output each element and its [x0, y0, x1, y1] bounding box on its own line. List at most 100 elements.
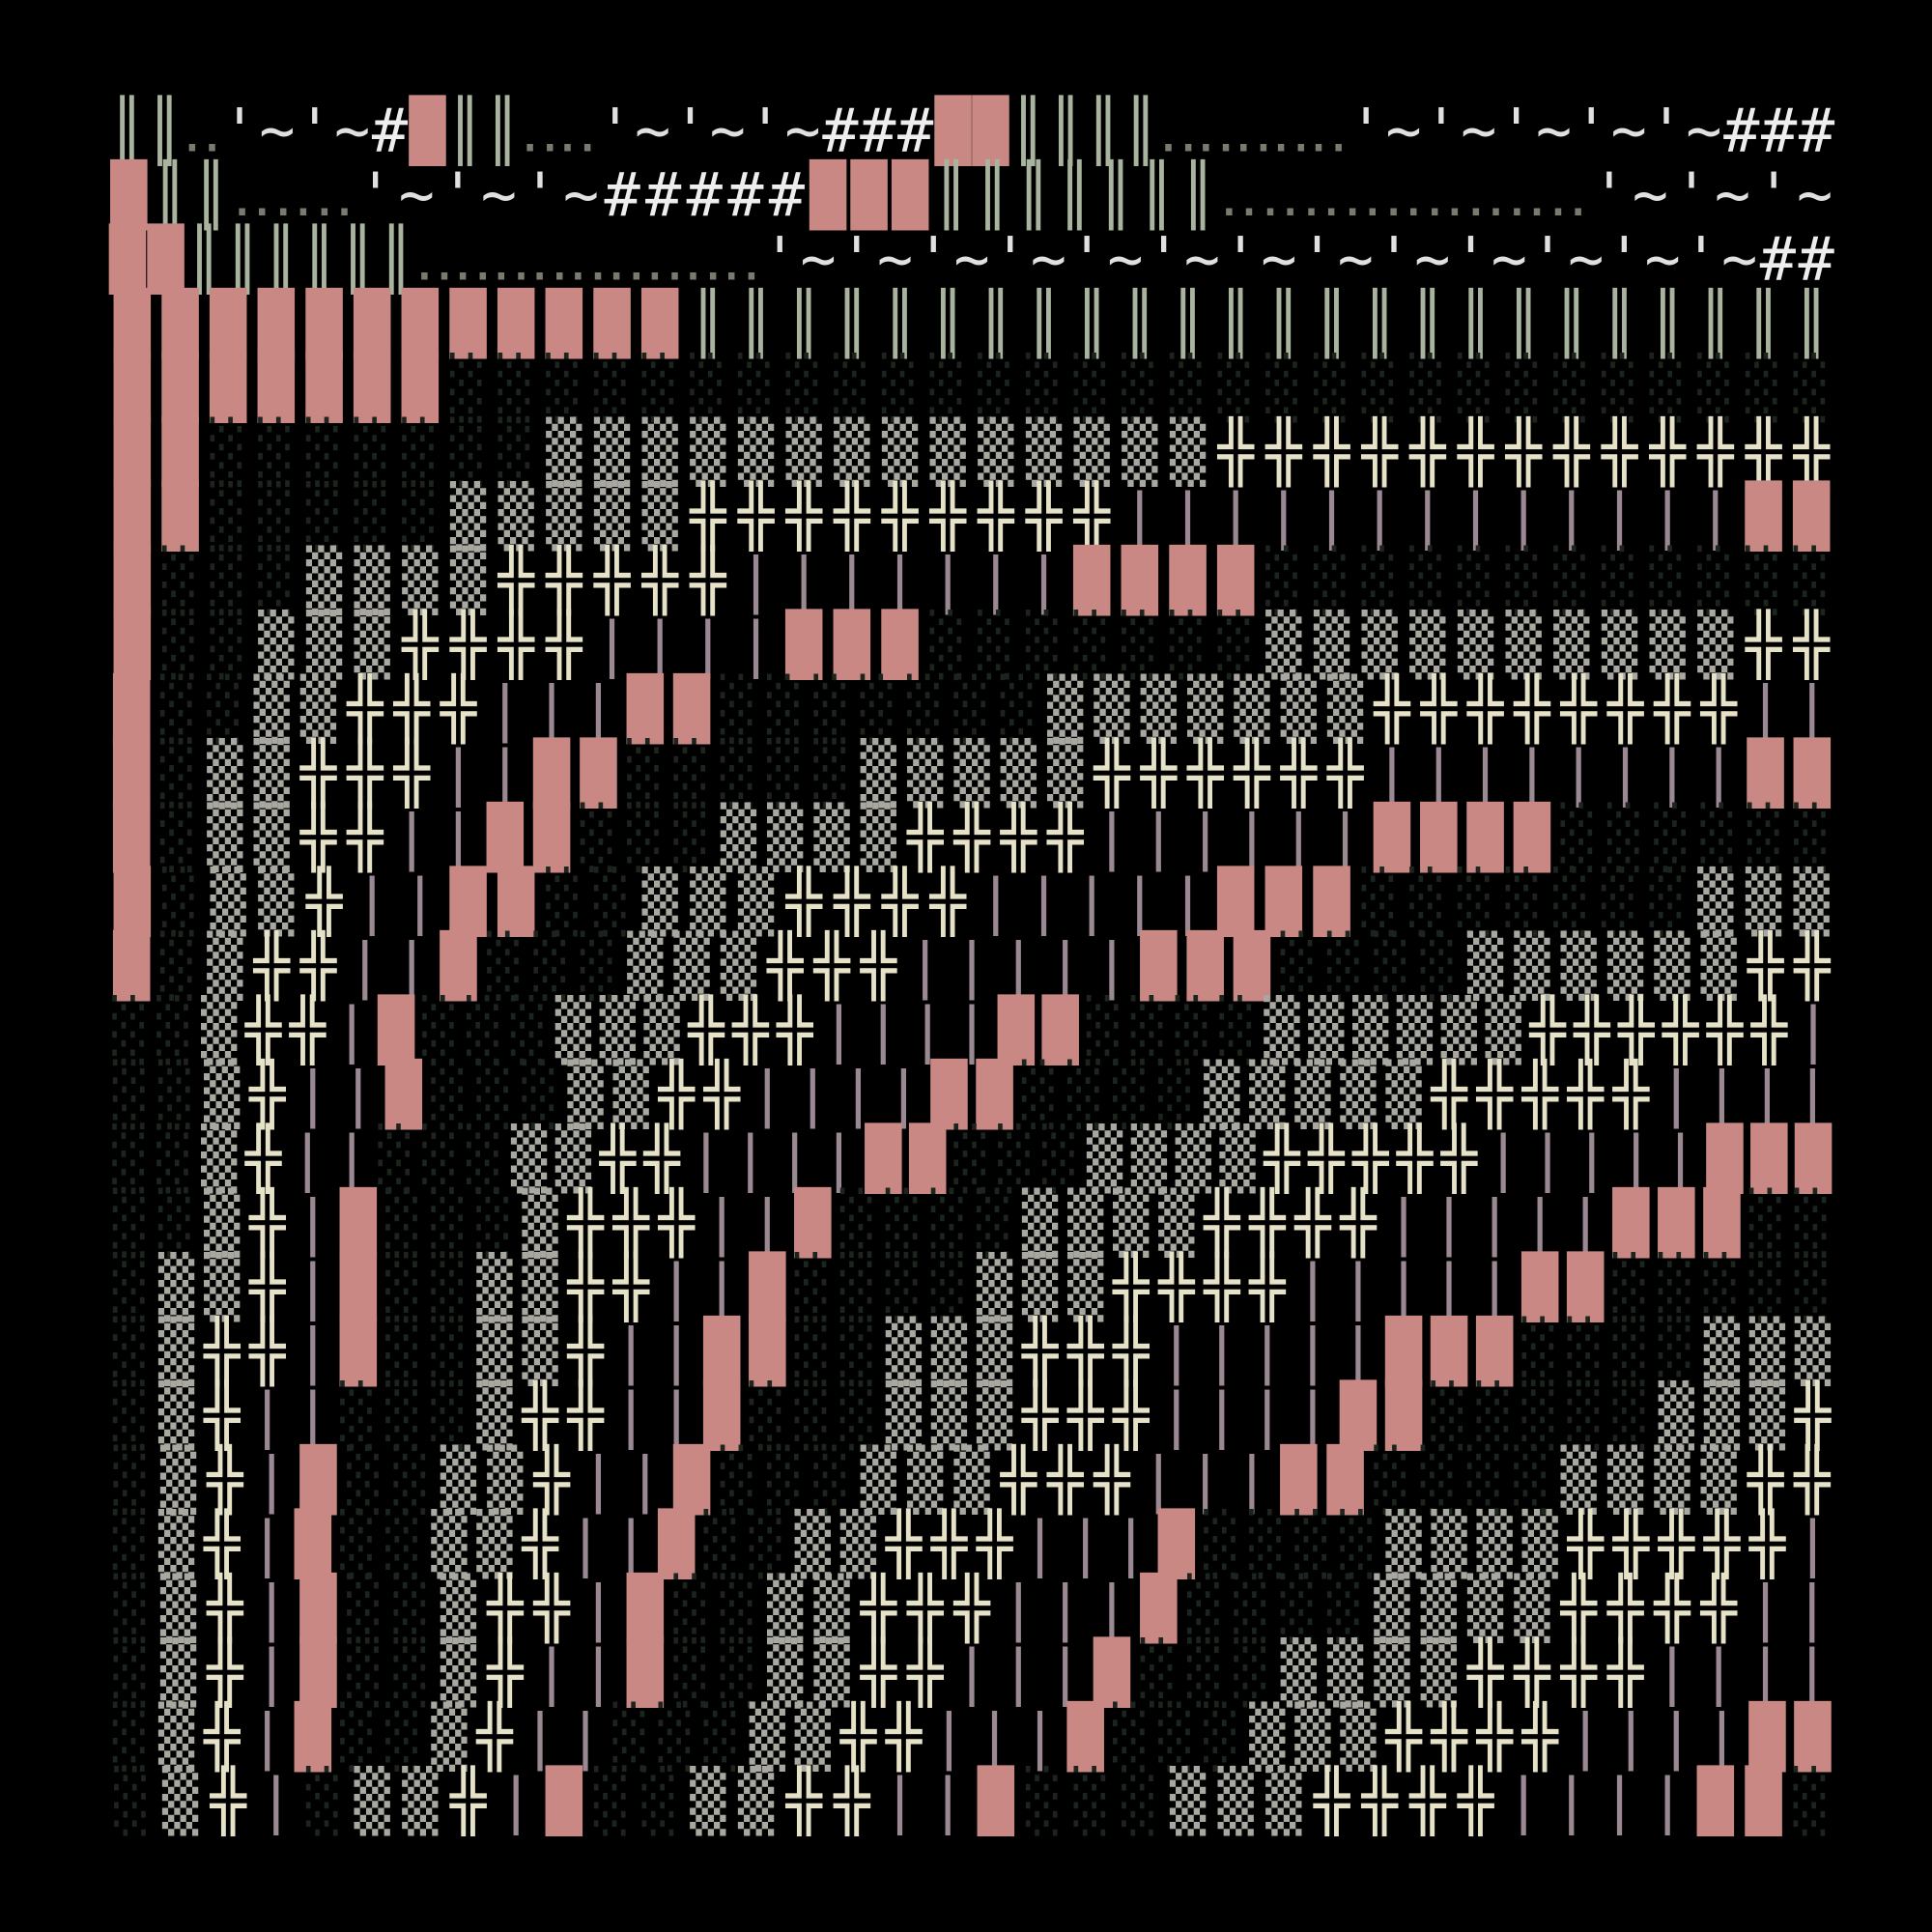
glyph: █	[339, 1186, 377, 1259]
glyph: ░	[160, 802, 196, 872]
glyph: ▒	[642, 866, 679, 936]
glyph: |	[1001, 930, 1037, 1002]
glyph: ░	[211, 416, 246, 487]
glyph: ‥	[557, 95, 597, 165]
glyph: ║	[1179, 158, 1215, 231]
glyph: ╬	[566, 1250, 604, 1322]
glyph: ╬	[566, 1186, 604, 1259]
glyph: ░	[160, 930, 196, 1001]
glyph: ░	[1294, 1508, 1330, 1578]
glyph: ▒	[158, 1251, 195, 1321]
glyph: ░	[1087, 994, 1122, 1065]
glyph: ╬	[833, 479, 870, 552]
glyph: █	[1041, 993, 1079, 1065]
glyph: ║	[975, 158, 1010, 231]
glyph: ▒	[690, 866, 726, 936]
glyph: ░	[1650, 352, 1686, 422]
glyph: ║	[1553, 287, 1589, 359]
glyph: ▒	[1485, 994, 1521, 1065]
glyph: ‥	[1158, 95, 1198, 165]
glyph: █	[1748, 1700, 1786, 1773]
glyph: |	[1574, 1122, 1609, 1194]
glyph: |	[690, 609, 725, 680]
glyph: |	[1553, 1765, 1589, 1836]
glyph: ╬	[566, 1315, 604, 1387]
glyph: ░	[1122, 609, 1157, 679]
art-row: ░ ▒ ╬ | █ ░ ░ ▒ ╬ ╬ | █ ░ ░ ▒ ▒ ╬ ╬ ╬ | | | █ ░ ░ ░ ░ ▒ ▒ ▒ ▒ ╬ ╬ ╬ ╬ | |	[113, 1572, 1830, 1644]
glyph: ╬	[1520, 1700, 1558, 1773]
glyph: █	[794, 1186, 832, 1259]
glyph: ╬	[1112, 1250, 1150, 1322]
glyph: ░	[113, 1316, 149, 1386]
glyph: |	[1506, 1765, 1542, 1836]
glyph: '	[1069, 223, 1105, 294]
glyph: ░	[1158, 1059, 1194, 1129]
glyph: |	[249, 1508, 285, 1579]
glyph: |	[1374, 737, 1409, 809]
glyph: |	[1659, 1059, 1694, 1130]
glyph: ╬	[545, 608, 582, 680]
glyph: ╬	[1700, 1572, 1738, 1644]
glyph: ░	[953, 673, 989, 744]
glyph: ╬	[248, 1058, 286, 1130]
glyph: ░	[385, 1251, 421, 1321]
glyph: ║	[1026, 287, 1062, 359]
glyph: ▒	[1476, 1508, 1513, 1578]
glyph: ░	[158, 1187, 194, 1258]
glyph: |	[909, 994, 945, 1065]
glyph: ░	[1026, 352, 1062, 422]
glyph: ╬	[1513, 1635, 1550, 1708]
glyph: '	[916, 223, 952, 294]
glyph: #	[769, 159, 806, 230]
glyph: ▒	[1650, 609, 1687, 679]
glyph: ░	[340, 1508, 376, 1578]
glyph: ░	[1204, 1508, 1239, 1578]
glyph: |	[750, 1187, 785, 1259]
glyph: '	[1683, 223, 1719, 294]
glyph: ╬	[657, 1186, 695, 1259]
glyph: ▒	[1113, 1187, 1150, 1258]
glyph: ▒	[158, 1316, 195, 1386]
glyph: |	[1113, 1508, 1149, 1579]
glyph: ▒	[953, 1444, 990, 1515]
glyph: #	[822, 95, 859, 165]
glyph: █	[113, 479, 151, 552]
glyph: ▒	[1749, 1316, 1786, 1386]
glyph: |	[1701, 737, 1737, 809]
glyph: ╬	[1466, 1635, 1504, 1708]
glyph: ╬	[1601, 415, 1638, 488]
glyph: ░	[998, 1122, 1034, 1193]
glyph: █	[1233, 929, 1270, 1002]
glyph: ▒	[1265, 609, 1302, 679]
glyph: ╬	[206, 1572, 243, 1644]
glyph: ░	[1749, 1187, 1785, 1258]
glyph: ~	[1686, 95, 1721, 165]
glyph: ░	[882, 352, 918, 422]
glyph: ░	[546, 352, 582, 422]
glyph: |	[1529, 1122, 1565, 1194]
glyph: ╬	[641, 544, 679, 616]
glyph: |	[886, 1059, 922, 1130]
glyph: |	[581, 1573, 616, 1644]
glyph: ░	[1204, 1701, 1239, 1772]
glyph: |	[1701, 1636, 1737, 1708]
glyph: ║	[484, 94, 520, 166]
glyph: ▒	[555, 1122, 592, 1193]
glyph: ░	[1327, 930, 1363, 1001]
glyph: ░	[840, 1379, 876, 1450]
glyph: ▒	[1314, 609, 1350, 679]
glyph: ▒	[1249, 1701, 1286, 1772]
glyph: ╬	[289, 993, 327, 1065]
glyph: ‥	[182, 95, 221, 165]
glyph: |	[1022, 1701, 1058, 1773]
glyph: |	[786, 545, 822, 616]
glyph: '	[297, 95, 332, 165]
glyph: ░	[704, 1508, 740, 1578]
glyph: |	[1170, 866, 1206, 937]
glyph: ▒	[1385, 1508, 1422, 1578]
glyph: |	[612, 1379, 648, 1451]
glyph: |	[333, 1122, 369, 1194]
glyph: ╬	[737, 479, 775, 552]
glyph: |	[1204, 1379, 1239, 1451]
glyph: '	[672, 95, 708, 165]
